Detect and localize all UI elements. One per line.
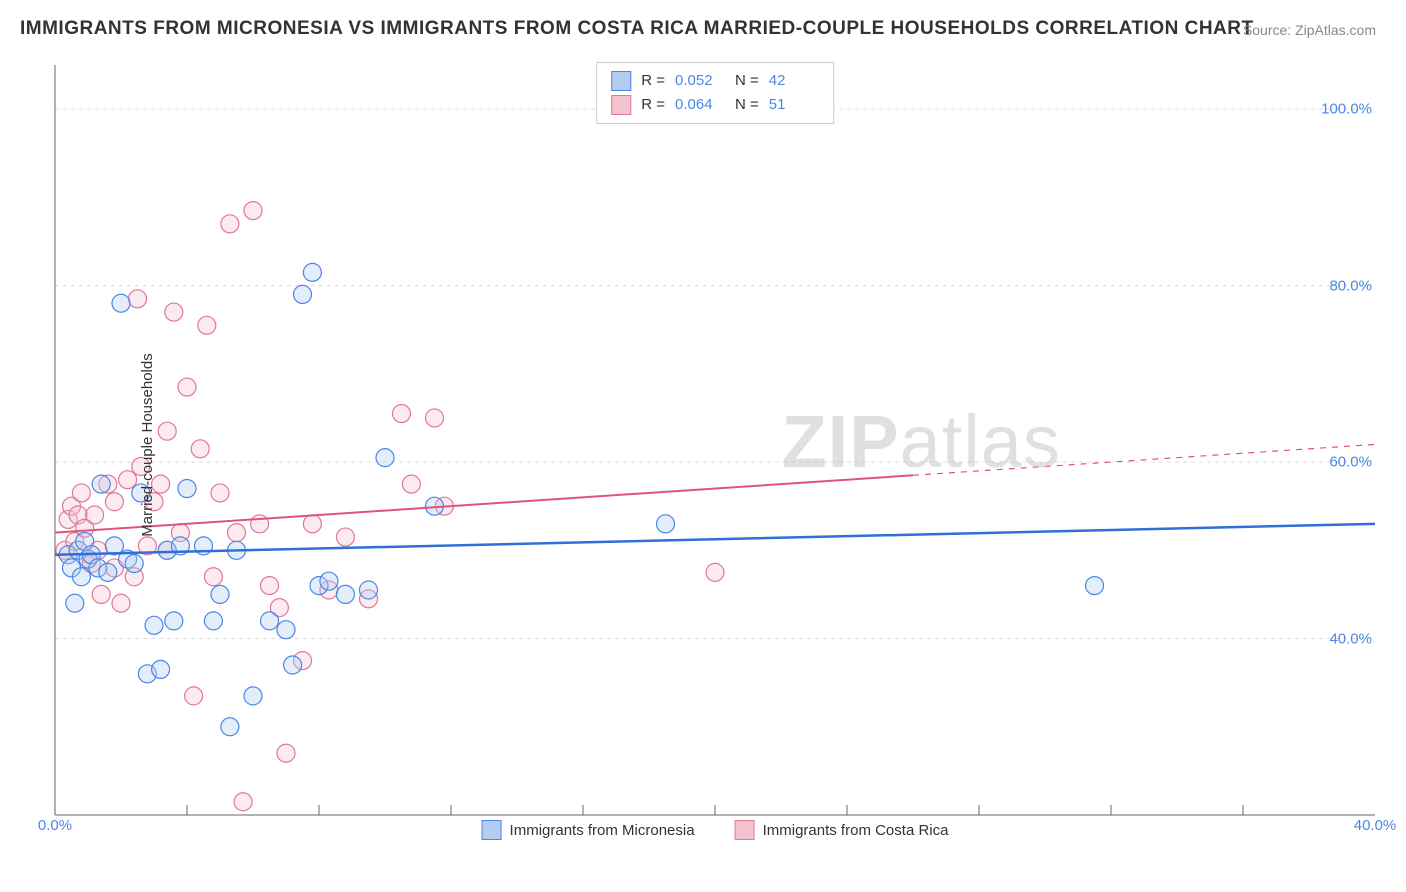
- chart-svg: [50, 60, 1380, 830]
- legend-series-label: Immigrants from Micronesia: [510, 822, 695, 839]
- r-label: R =: [641, 69, 665, 93]
- r-value: 0.052: [675, 69, 725, 93]
- n-label: N =: [735, 93, 759, 117]
- chart-source: Source: ZipAtlas.com: [1243, 22, 1376, 38]
- x-tick-label: 0.0%: [38, 817, 72, 834]
- y-axis-label: Married-couple Households: [139, 353, 156, 536]
- y-tick-label: 100.0%: [1321, 101, 1372, 118]
- legend-series-item: Immigrants from Micronesia: [482, 820, 695, 840]
- n-label: N =: [735, 69, 759, 93]
- legend-series-item: Immigrants from Costa Rica: [735, 820, 949, 840]
- legend-correlation-row: R = 0.052 N = 42: [611, 69, 819, 93]
- n-value: 42: [769, 69, 819, 93]
- y-tick-label: 60.0%: [1329, 454, 1372, 471]
- legend-swatch: [735, 820, 755, 840]
- r-value: 0.064: [675, 93, 725, 117]
- series-legend: Immigrants from Micronesia Immigrants fro…: [472, 820, 959, 840]
- legend-swatch: [482, 820, 502, 840]
- r-label: R =: [641, 93, 665, 117]
- chart-plot-area: Married-couple Households ZIPatlas R =0.…: [50, 60, 1380, 830]
- legend-series-label: Immigrants from Costa Rica: [763, 822, 949, 839]
- y-tick-label: 80.0%: [1329, 277, 1372, 294]
- legend-swatch: [611, 95, 631, 115]
- n-value: 51: [769, 93, 819, 117]
- x-tick-label: 40.0%: [1354, 817, 1397, 834]
- legend-swatch: [611, 71, 631, 91]
- chart-title: IMMIGRANTS FROM MICRONESIA VS IMMIGRANTS…: [20, 18, 1254, 40]
- legend-correlation-row: R = 0.064 N = 51: [611, 93, 819, 117]
- y-tick-label: 40.0%: [1329, 630, 1372, 647]
- correlation-legend: R = 0.052 N = 42 R = 0.064 N = 51: [596, 62, 834, 124]
